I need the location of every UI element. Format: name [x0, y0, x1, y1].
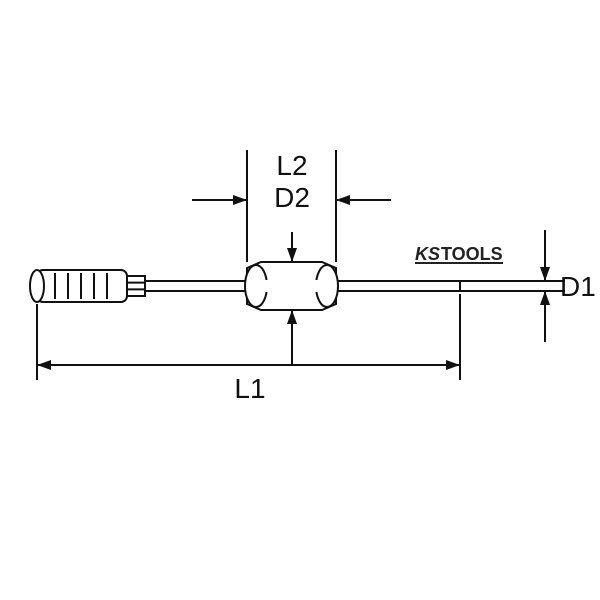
- dimension-diagram: L2D2 D1 L1 KSTOOLS: [0, 0, 600, 600]
- label-l2: L2: [276, 150, 307, 181]
- brand-kstools: KSTOOLS: [411, 244, 507, 264]
- tool-outline: [30, 262, 460, 310]
- label-d2: D2: [274, 182, 310, 213]
- label-l1: L1: [234, 373, 265, 404]
- label-d1: D1: [560, 271, 596, 302]
- brand-logo: KSTOOLS: [411, 244, 507, 264]
- svg-text:KS: KS: [415, 244, 440, 264]
- svg-text:TOOLS: TOOLS: [441, 244, 503, 264]
